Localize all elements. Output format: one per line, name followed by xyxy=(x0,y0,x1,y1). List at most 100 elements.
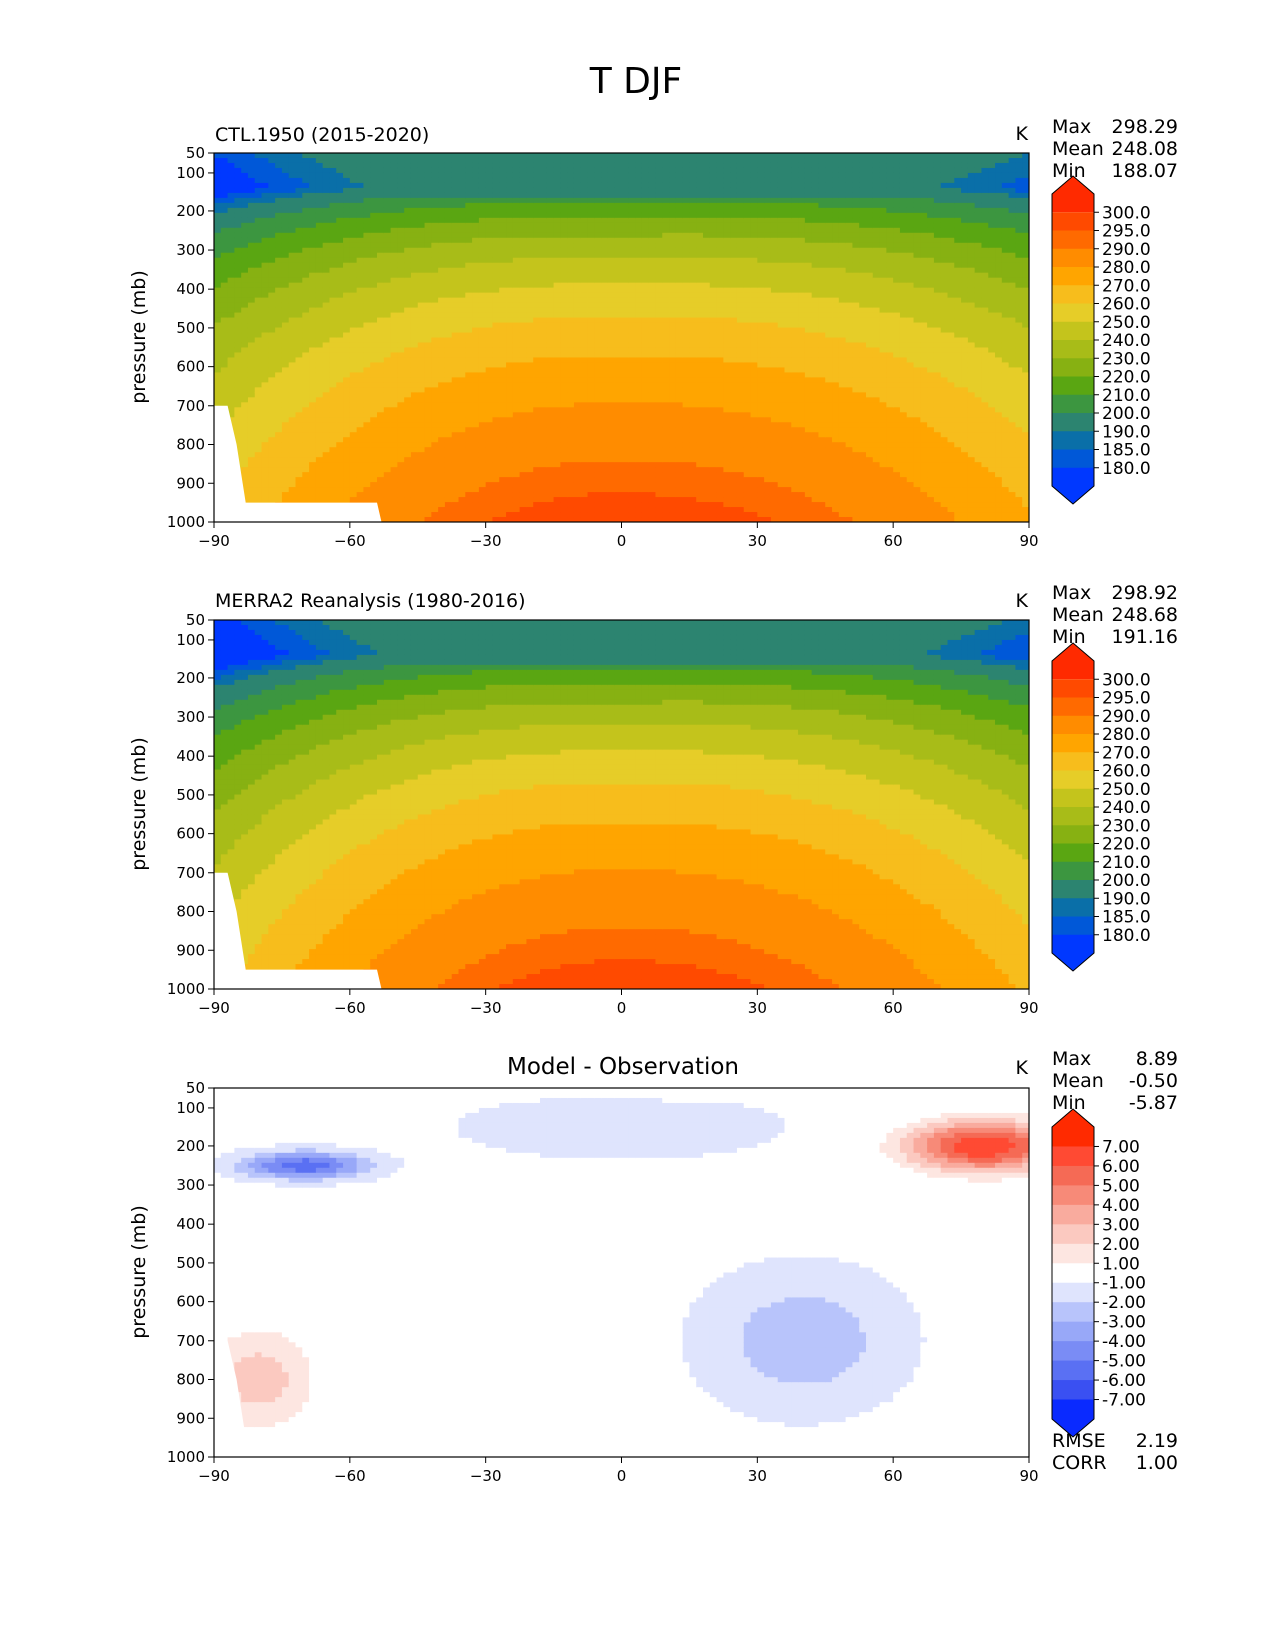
contour-cell xyxy=(587,282,595,289)
contour-cell xyxy=(322,302,331,309)
contour-cell xyxy=(540,442,548,448)
contour-cell xyxy=(546,372,555,378)
contour-cell xyxy=(567,277,575,284)
contour-cell xyxy=(275,277,283,284)
contour-cell xyxy=(275,432,283,438)
contour-cell xyxy=(594,342,602,349)
contour-cell xyxy=(424,197,432,204)
contour-cell xyxy=(390,512,398,518)
contour-cell xyxy=(377,382,385,388)
contour-cell xyxy=(641,342,650,349)
contour-cell xyxy=(580,182,589,189)
contour-cell xyxy=(472,187,480,194)
contour-cell xyxy=(662,237,670,244)
contour-cell xyxy=(451,212,460,219)
contour-cell xyxy=(621,282,629,289)
contour-cell xyxy=(356,342,365,349)
contour-cell xyxy=(580,392,589,398)
contour-cell xyxy=(444,292,453,299)
contour-cell xyxy=(635,302,643,309)
contour-cell xyxy=(635,287,643,294)
contour-cell xyxy=(302,227,310,234)
contour-cell xyxy=(478,477,487,483)
contour-cell xyxy=(220,327,229,334)
contour-cell xyxy=(227,322,235,329)
contour-cell xyxy=(302,207,310,214)
contour-cell xyxy=(506,342,514,349)
contour-cell xyxy=(417,312,426,319)
contour-cell xyxy=(363,487,371,493)
contour-cell xyxy=(573,247,582,254)
contour-cell xyxy=(356,222,365,229)
contour-cell xyxy=(546,153,555,159)
contour-cell xyxy=(607,182,616,189)
contour-cell xyxy=(410,252,419,259)
contour-cell xyxy=(424,372,432,378)
contour-cell xyxy=(512,502,521,508)
contour-cell xyxy=(519,422,528,428)
contour-cell xyxy=(275,202,283,209)
contour-cell xyxy=(268,272,276,279)
contour-cell xyxy=(499,252,507,259)
contour-cell xyxy=(438,162,446,169)
contour-cell xyxy=(309,322,317,329)
contour-cell xyxy=(573,177,582,184)
contour-cell xyxy=(404,342,412,349)
contour-cell xyxy=(281,402,290,408)
contour-cell xyxy=(410,317,419,324)
contour-cell xyxy=(519,502,528,508)
contour-cell xyxy=(356,407,365,413)
contour-cell xyxy=(506,427,514,433)
contour-cell xyxy=(397,362,405,369)
contour-cell xyxy=(234,157,242,164)
contour-cell xyxy=(254,292,263,299)
contour-cell xyxy=(370,182,378,189)
contour-cell xyxy=(295,162,303,169)
contour-cell xyxy=(587,177,595,184)
contour-cell xyxy=(363,372,371,378)
contour-cell xyxy=(573,352,582,359)
contour-cell xyxy=(404,272,412,279)
contour-cell xyxy=(526,367,534,374)
contour-cell xyxy=(607,302,616,309)
contour-cell xyxy=(614,392,623,398)
contour-cell xyxy=(648,287,657,294)
contour-cell xyxy=(410,347,419,354)
contour-cell xyxy=(662,397,670,403)
contour-cell xyxy=(512,407,521,413)
contour-cell xyxy=(648,387,657,393)
contour-cell xyxy=(363,287,371,294)
contour-cell xyxy=(492,342,500,349)
contour-cell xyxy=(512,327,521,334)
contour-cell xyxy=(635,237,643,244)
contour-cell xyxy=(601,222,609,229)
contour-cell xyxy=(444,232,453,239)
contour-cell xyxy=(268,262,276,269)
contour-cell xyxy=(234,367,242,374)
figure-title: T DJF xyxy=(589,61,682,102)
contour-cell xyxy=(241,282,249,289)
contour-cell xyxy=(227,267,235,274)
contour-cell xyxy=(397,202,405,209)
contour-cell xyxy=(431,317,439,324)
contour-cell xyxy=(302,492,310,498)
contour-cell xyxy=(641,237,650,244)
contour-cell xyxy=(424,487,432,493)
contour-cell xyxy=(553,392,561,398)
contour-cell xyxy=(519,252,528,259)
contour-cell xyxy=(444,317,453,324)
contour-cell xyxy=(499,322,507,329)
contour-cell xyxy=(601,262,609,269)
contour-cell xyxy=(268,227,276,234)
contour-cell xyxy=(309,477,317,483)
contour-cell xyxy=(540,307,548,314)
contour-cell xyxy=(573,262,582,269)
contour-cell xyxy=(397,292,405,299)
contour-cell xyxy=(336,392,344,398)
contour-cell xyxy=(444,167,453,174)
contour-cell xyxy=(241,177,249,184)
contour-cell xyxy=(580,447,589,453)
contour-cell xyxy=(648,437,657,443)
contour-cell xyxy=(662,407,670,413)
contour-cell xyxy=(458,337,466,344)
